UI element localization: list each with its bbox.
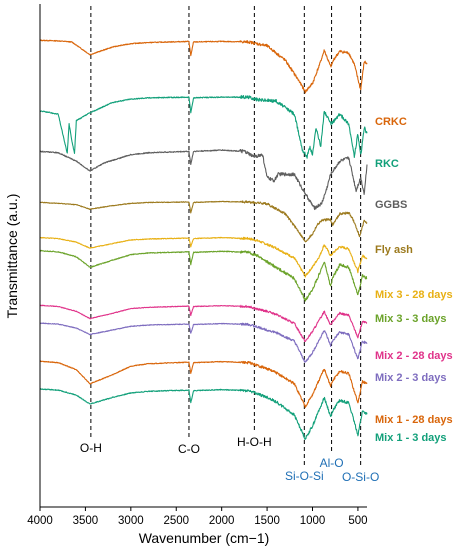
x-tick-label-500: 500 xyxy=(348,515,367,527)
series-line-mix-2-3-days xyxy=(39,322,368,363)
series-line-crkc xyxy=(39,39,368,94)
x-tick-label-1500: 1500 xyxy=(254,515,280,527)
x-tick-label-2500: 2500 xyxy=(163,515,189,527)
band-label-al-o: Al-O xyxy=(320,456,344,470)
y-axis-title: Transmittance (a.u.) xyxy=(4,194,20,319)
legend-label-mix-1-3-days: Mix 1 - 3 days xyxy=(375,432,447,444)
x-tick-label-1000: 1000 xyxy=(300,515,326,527)
band-label-c-o: C-O xyxy=(178,442,200,456)
legend-label-crkc: CRKC xyxy=(375,116,407,128)
series-line-mix-1-3-days xyxy=(39,388,368,440)
series-group xyxy=(39,39,368,440)
x-tick-label-3500: 3500 xyxy=(73,515,99,527)
x-tick-label-3000: 3000 xyxy=(118,515,144,527)
band-label-si-o-si: Si-O-Si xyxy=(285,469,324,483)
x-ticks: 4000 3500 3000 2500 2000 1500 1000 500 xyxy=(27,507,368,527)
band-label-h-o-h: H-O-H xyxy=(237,435,272,449)
legend-label-mix-2-3-days: Mix 2 - 3 days xyxy=(375,372,447,384)
band-label-o-h: O-H xyxy=(80,441,102,455)
x-tick-label-2000: 2000 xyxy=(209,515,235,527)
series-line-mix-3-28-days xyxy=(39,236,368,278)
series-line-fly-ash xyxy=(39,200,368,243)
series-line-mix-2-28-days xyxy=(39,304,368,342)
legend-label-mix-3-3-days: Mix 3 - 3 days xyxy=(375,313,447,325)
legend: CRKC RKC GGBS Fly ash Mix 3 - 28 days Mix 3 -… xyxy=(375,116,453,444)
legend-label-mix-3-28-days: Mix 3 - 28 days xyxy=(375,289,453,301)
series-line-mix-3-3-days xyxy=(39,249,368,302)
legend-label-mix-2-28-days: Mix 2 - 28 days xyxy=(375,350,453,362)
axes: 4000 3500 3000 2500 2000 1500 1000 500 xyxy=(27,4,368,527)
legend-label-mix-1-28-days: Mix 1 - 28 days xyxy=(375,414,453,426)
x-axis-title: Wavenumber (cm−1) xyxy=(139,530,270,546)
band-label-o-si-o: O-Si-O xyxy=(342,470,379,484)
legend-label-ggbs: GGBS xyxy=(375,199,407,211)
series-line-rkc xyxy=(39,94,368,159)
legend-label-fly-ash: Fly ash xyxy=(375,244,413,256)
series-line-mix-1-28-days xyxy=(39,360,368,409)
series-line-ggbs xyxy=(39,149,368,211)
x-tick-label-4000: 4000 xyxy=(27,515,53,527)
reference-lines xyxy=(90,6,362,468)
legend-label-rkc: RKC xyxy=(375,158,399,170)
